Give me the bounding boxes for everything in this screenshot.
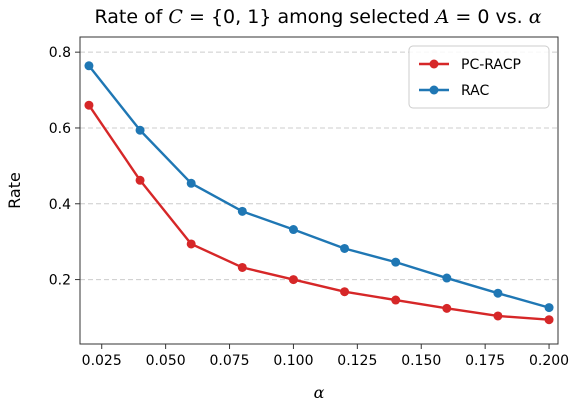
series-line	[87, 104, 550, 321]
data-point	[237, 206, 247, 216]
data-point	[186, 239, 196, 249]
data-point	[340, 243, 350, 253]
y-tick-label: 0.8	[49, 45, 71, 61]
data-point	[340, 287, 350, 297]
legend-swatch-marker	[429, 85, 439, 95]
y-axis-ticks: 0.2 0.4 0.6 0.8	[49, 45, 80, 289]
title-eq-part: = 0 vs.	[449, 6, 528, 28]
data-point	[84, 100, 94, 110]
data-point	[135, 175, 145, 185]
data-point	[544, 315, 554, 325]
y-tick-label: 0.6	[49, 121, 71, 137]
x-axis-ticks: 0.025 0.050 0.075 0.100 0.125 0.150 0.175 0.200	[82, 344, 569, 369]
x-tick-label: 0.125	[337, 353, 377, 369]
x-tick-label: 0.150	[401, 353, 441, 369]
data-point	[544, 303, 554, 313]
data-point	[288, 225, 298, 235]
plot-frame	[79, 36, 559, 345]
data-point	[186, 178, 196, 188]
x-tick-label: 0.175	[465, 353, 505, 369]
title-set-part: = {0, 1} among selected	[183, 6, 436, 28]
x-tick-label: 0.100	[273, 353, 313, 369]
legend-label: PC-RACP	[461, 57, 521, 73]
data-point	[493, 288, 503, 298]
data-point	[442, 273, 452, 283]
x-tick-label: 0.050	[146, 353, 186, 369]
y-tick-label: 0.2	[49, 273, 71, 289]
data-point	[84, 61, 94, 71]
x-axis-label: α	[314, 383, 325, 402]
y-tick-label: 0.4	[49, 197, 71, 213]
x-tick-label: 0.200	[529, 353, 569, 369]
legend-item: PC-RACP	[419, 57, 521, 73]
y-axis-label: Rate	[5, 172, 24, 209]
series-rac	[84, 61, 554, 313]
data-point	[237, 262, 247, 272]
chart-title: Rate of C = {0, 1} among selected A = 0 …	[94, 6, 541, 28]
series-pc-racp	[84, 100, 554, 325]
x-tick-label: 0.025	[82, 353, 122, 369]
legend-swatch-marker	[429, 59, 439, 69]
title-var-alpha: α	[529, 6, 542, 28]
legend: PC-RACP RAC	[408, 45, 550, 109]
legend-box	[408, 45, 550, 109]
legend-item: RAC	[419, 83, 489, 99]
series-layer	[84, 61, 554, 325]
x-tick-label: 0.075	[209, 353, 249, 369]
title-prefix: Rate of	[94, 6, 168, 28]
legend-label: RAC	[461, 83, 489, 99]
data-point	[391, 257, 401, 267]
data-point	[493, 311, 503, 321]
title-var-c: C	[168, 6, 183, 28]
data-point	[288, 275, 298, 285]
series-line	[88, 65, 550, 309]
data-point	[442, 303, 452, 313]
data-point	[391, 295, 401, 305]
title-var-a: A	[434, 6, 450, 28]
data-point	[135, 125, 145, 135]
